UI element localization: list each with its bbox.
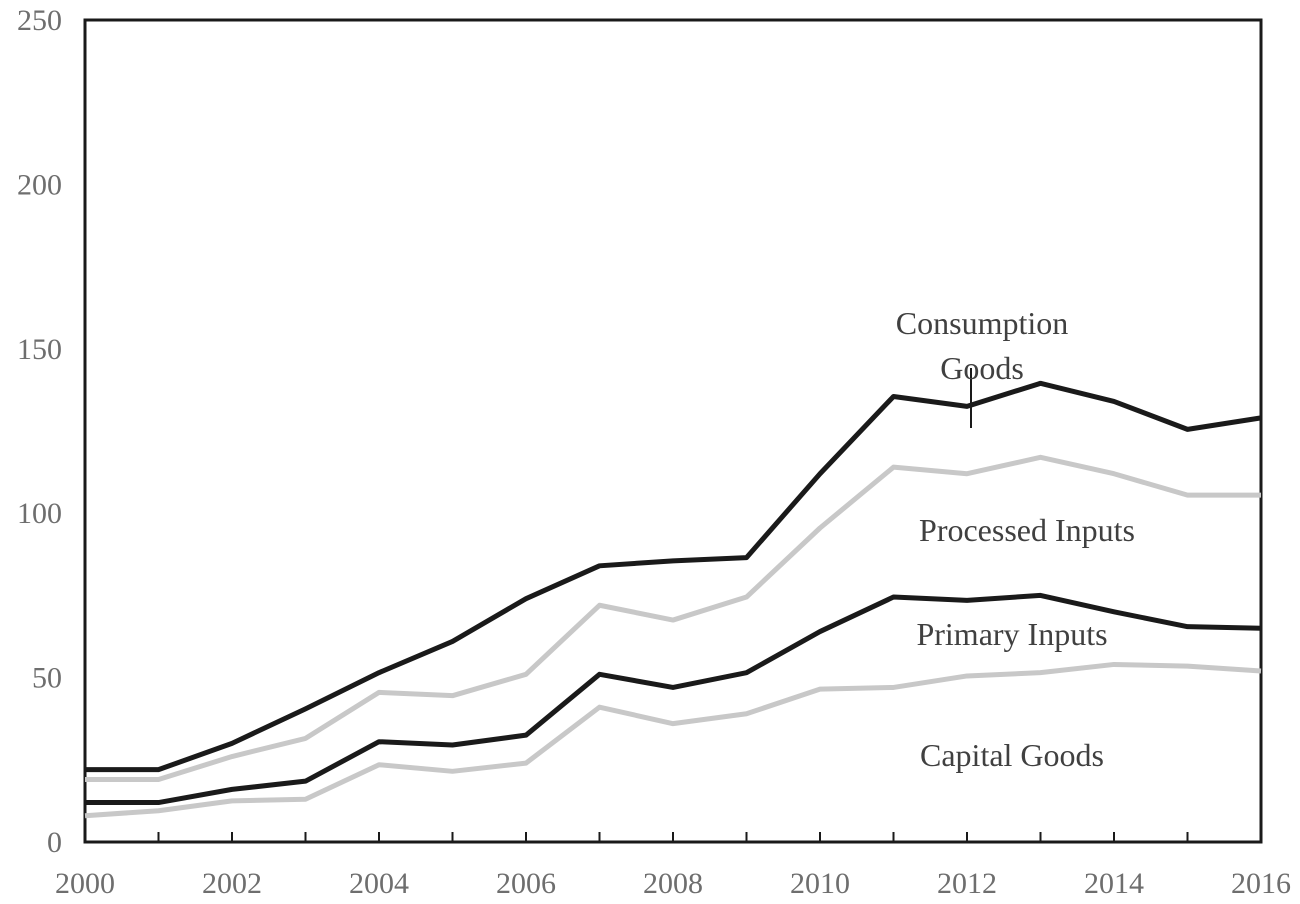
x-tick-label-2008: 2008: [643, 867, 703, 900]
series-line-capital-goods: [84, 661, 1262, 819]
annotation-capital-goods: Capital Goods: [920, 737, 1104, 773]
y-tick-label-0: 0: [47, 826, 62, 859]
x-tick-label-2004: 2004: [349, 867, 409, 900]
series-line-processed-inputs: [85, 454, 1261, 783]
plot-area-frame: [83, 18, 1263, 844]
x-tick-label-2016: 2016: [1231, 867, 1291, 900]
series-line-primary-inputs: [85, 592, 1262, 806]
y-axis-tick-labels: 0 50 100 150 200 250: [17, 4, 62, 859]
y-tick-label-200: 200: [17, 168, 62, 201]
x-tick-label-2000: 2000: [55, 867, 115, 900]
y-tick-label-50: 50: [32, 662, 62, 695]
x-tick-label-2002: 2002: [202, 867, 262, 900]
annotation-consumption-goods-line-1: Consumption: [896, 305, 1068, 341]
series-line-consumption-goods: [85, 380, 1262, 773]
x-tick-label-2012: 2012: [937, 867, 997, 900]
y-tick-label-150: 150: [17, 333, 62, 366]
x-tick-label-2014: 2014: [1084, 867, 1144, 900]
x-tick-label-2006: 2006: [496, 867, 556, 900]
annotation-processed-inputs: Processed Inputs: [919, 512, 1135, 548]
x-axis-tick-labels: 2000 2002 2004 2006 2008 2010 2012 2014 2016: [55, 867, 1291, 900]
series-annotations: Consumption Goods Processed Inputs Prima…: [896, 305, 1135, 773]
annotation-primary-inputs: Primary Inputs: [916, 616, 1107, 652]
x-tick-label-2010: 2010: [790, 867, 850, 900]
x-axis-ticks: [84, 832, 1262, 842]
y-tick-label-100: 100: [17, 497, 62, 530]
annotation-consumption-goods-line-2: Goods: [940, 350, 1024, 386]
series-lines: [84, 380, 1262, 819]
y-tick-label-250: 250: [17, 4, 62, 37]
